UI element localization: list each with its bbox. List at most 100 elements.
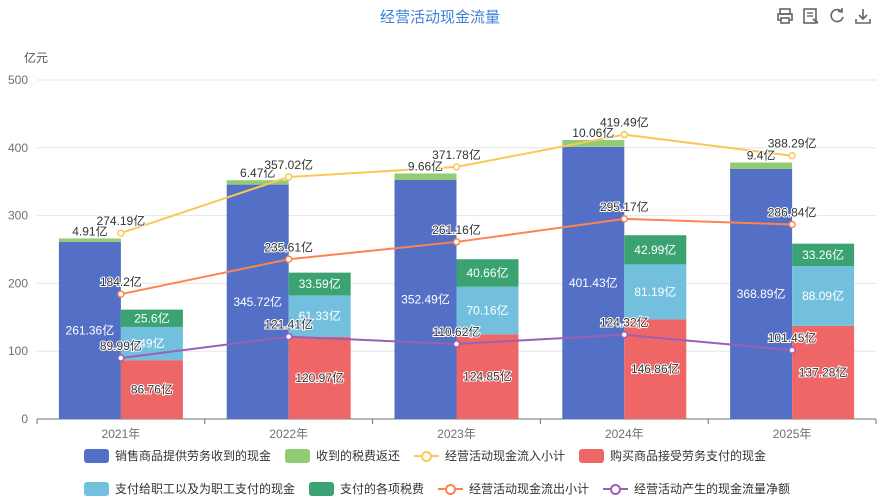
y-axis-label: 亿元 xyxy=(24,50,48,65)
restore-button[interactable] xyxy=(827,6,847,26)
legend-item[interactable]: 收到的税费返还 xyxy=(285,447,400,464)
data-label: 419.49亿 xyxy=(600,115,649,130)
bar xyxy=(456,334,519,419)
legend-label: 经营活动现金流入小计 xyxy=(445,449,566,463)
print-button[interactable] xyxy=(775,6,795,26)
legend-item[interactable]: 经营活动产生的现金流量净额 xyxy=(603,480,790,497)
data-label: 49亿 xyxy=(139,336,164,351)
legend-item[interactable]: 经营活动现金流出小计 xyxy=(438,480,589,497)
data-label: 388.29亿 xyxy=(768,136,817,151)
line-point xyxy=(620,130,629,139)
bar xyxy=(624,235,687,265)
legend-item[interactable]: 经营活动现金流入小计 xyxy=(414,447,565,464)
x-tick-label: 2025年 xyxy=(773,427,812,441)
data-label: 25.6亿 xyxy=(134,310,169,325)
bar xyxy=(288,272,351,296)
x-tick-label: 2023年 xyxy=(437,427,476,441)
line-point xyxy=(788,151,796,160)
line-point xyxy=(117,229,125,237)
legend-row: 销售商品提供劳务收到的现金 收到的税费返还 经营活动现金流入小计 购买商品接受劳务支付… xyxy=(84,447,780,464)
data-label: 88.09亿 xyxy=(802,288,844,303)
x-tick-label: 2024年 xyxy=(605,427,644,441)
bar xyxy=(792,266,855,326)
legend-label: 经营活动产生的现金流量净额 xyxy=(634,482,791,496)
bar xyxy=(624,264,687,320)
bar xyxy=(120,360,183,419)
line-point xyxy=(620,330,629,339)
data-label: 352.49亿 xyxy=(401,292,450,307)
legend-row: 支付给职工以及为职工支付的现金 支付的各项税费 经营活动现金流出小计 经营活动产生的现… xyxy=(84,480,804,497)
bar xyxy=(58,241,121,419)
legend-swatch xyxy=(414,449,440,463)
bar xyxy=(730,162,793,169)
bar xyxy=(792,243,855,267)
legend-item[interactable]: 销售商品提供劳务收到的现金 xyxy=(84,447,271,464)
data-label: 42.99亿 xyxy=(634,242,676,257)
data-label: 40.66亿 xyxy=(466,265,508,280)
y-tick-label: 300 xyxy=(8,209,28,223)
line-point xyxy=(284,332,293,341)
legend-item[interactable]: 支付的各项税费 xyxy=(309,480,424,497)
data-label: 295.17亿 xyxy=(600,199,649,214)
download-icon xyxy=(855,9,871,24)
data-view-icon xyxy=(803,8,819,24)
data-label: 137.28亿 xyxy=(799,364,848,379)
data-view-button[interactable] xyxy=(801,6,821,26)
line-point xyxy=(284,255,293,264)
bar xyxy=(456,259,519,287)
bar xyxy=(120,309,183,327)
data-label: 124.32亿 xyxy=(600,315,649,330)
data-label: 4.91亿 xyxy=(72,223,107,238)
data-label: 110.62亿 xyxy=(433,324,481,339)
line-point xyxy=(452,340,461,348)
data-label: 10.06亿 xyxy=(572,125,614,140)
print-icon xyxy=(777,8,793,24)
line-point xyxy=(788,346,796,354)
restore-icon xyxy=(830,8,844,23)
x-tick-label: 2022年 xyxy=(269,427,308,441)
data-label: 33.26亿 xyxy=(802,247,844,262)
data-label: 261.36亿 xyxy=(66,322,115,337)
line-point xyxy=(620,215,629,223)
legend-label: 经营活动现金流出小计 xyxy=(469,482,590,496)
data-label: 357.02亿 xyxy=(264,157,313,172)
y-tick-label: 0 xyxy=(21,412,28,426)
data-label: 70.16亿 xyxy=(466,303,508,318)
data-label: 61.33亿 xyxy=(299,308,341,323)
data-label: 371.78亿 xyxy=(432,147,481,162)
chart-toolbar xyxy=(775,6,873,26)
y-tick-label: 200 xyxy=(8,276,28,290)
bar xyxy=(288,336,351,419)
legend-swatch xyxy=(285,448,311,463)
legend-item[interactable]: 购买商品接受劳务支付的现金 xyxy=(579,447,766,464)
data-label: 81.19亿 xyxy=(634,284,676,299)
line-point xyxy=(788,220,796,229)
legend-swatch xyxy=(438,482,464,496)
legend-item[interactable]: 支付给职工以及为职工支付的现金 xyxy=(84,480,295,497)
bar xyxy=(394,173,457,181)
y-tick-label: 400 xyxy=(8,141,28,155)
bar xyxy=(226,184,289,419)
line-point xyxy=(284,173,293,181)
bar xyxy=(792,325,855,419)
bar xyxy=(394,180,457,419)
legend-label: 支付的各项税费 xyxy=(340,482,425,496)
data-label: 9.66亿 xyxy=(408,158,443,173)
data-label: 286.84亿 xyxy=(768,205,817,220)
bar xyxy=(226,180,289,185)
data-label: 9.4亿 xyxy=(747,148,776,163)
line-point xyxy=(117,354,125,362)
legend-swatch xyxy=(603,482,629,496)
legend-swatch xyxy=(579,448,605,463)
legend-label: 支付给职工以及为职工支付的现金 xyxy=(115,482,296,496)
legend-swatch xyxy=(309,481,335,496)
data-label: 86.76亿 xyxy=(131,382,173,397)
data-label: 6.47亿 xyxy=(240,165,275,180)
data-label: 120.97亿 xyxy=(295,370,344,385)
line-point xyxy=(452,238,461,246)
download-button[interactable] xyxy=(853,6,873,26)
data-label: 33.59亿 xyxy=(299,276,341,291)
line-point xyxy=(452,163,461,171)
legend-swatch xyxy=(84,448,109,463)
legend-label: 购买商品接受劳务支付的现金 xyxy=(610,449,767,463)
